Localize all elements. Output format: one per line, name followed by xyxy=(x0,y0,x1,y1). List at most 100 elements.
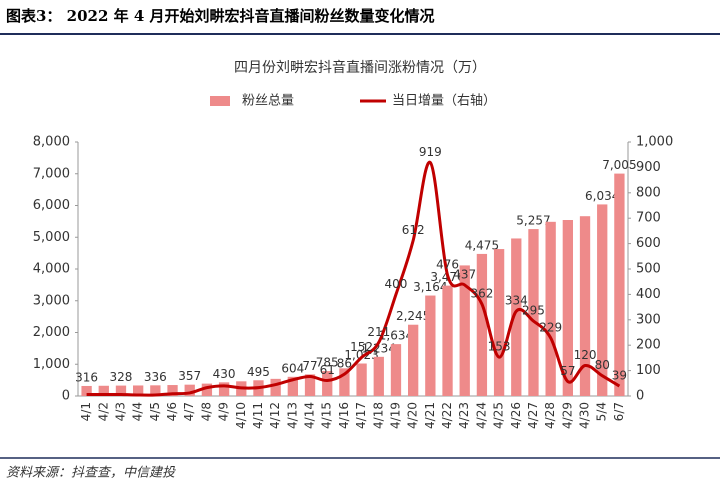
bar xyxy=(476,253,488,396)
line-label: 152 xyxy=(350,340,373,354)
line-label: 39 xyxy=(612,369,627,383)
bar xyxy=(201,383,213,396)
legend-label: 粉丝总量 xyxy=(242,94,294,109)
bar-label: 328 xyxy=(110,370,133,384)
bar-label: 2,245 xyxy=(396,309,430,323)
bar xyxy=(339,368,350,396)
bar xyxy=(390,344,402,396)
bar xyxy=(511,238,522,396)
y-tick-label: 2,000 xyxy=(33,325,70,340)
y2-tick-label: 300 xyxy=(636,312,661,327)
bar-label: 316 xyxy=(75,370,98,384)
y-tick-label: 8,000 xyxy=(33,135,70,150)
x-tick-label: 4/17 xyxy=(354,402,368,429)
line-label: 612 xyxy=(402,223,425,237)
bar xyxy=(270,378,281,396)
line-label: 362 xyxy=(470,287,493,301)
bar xyxy=(218,382,230,396)
line-label: 476 xyxy=(436,258,459,272)
y2-tick-label: 200 xyxy=(636,338,661,353)
line-label: 77 xyxy=(302,359,317,373)
y-tick-label: 3,000 xyxy=(33,293,70,308)
bar-label: 430 xyxy=(213,367,236,381)
y-tick-label: 1,000 xyxy=(33,357,70,372)
line-label: 153 xyxy=(488,340,511,354)
x-tick-label: 4/8 xyxy=(199,402,213,421)
legend-label: 当日增量（右轴） xyxy=(392,94,496,109)
bar xyxy=(356,363,367,396)
bar xyxy=(115,385,127,396)
bar-label: 357 xyxy=(178,369,201,383)
bar xyxy=(98,385,109,396)
source: 资料来源：抖查查，中信建投 xyxy=(6,466,176,481)
y-tick-label: 0 xyxy=(62,389,70,404)
x-tick-label: 4/26 xyxy=(509,402,523,429)
x-tick-label: 4/3 xyxy=(113,402,127,421)
line-label: 295 xyxy=(522,304,545,318)
x-tick-label: 4/24 xyxy=(474,402,488,429)
x-tick-label: 6/7 xyxy=(612,402,626,421)
bar-label: 3,164 xyxy=(413,280,447,294)
line-label: 86 xyxy=(337,357,352,371)
x-tick-label: 4/20 xyxy=(406,402,420,429)
bar xyxy=(408,324,419,396)
x-tick-label: 4/16 xyxy=(337,402,351,429)
line-label: 400 xyxy=(385,277,408,291)
x-tick-label: 4/14 xyxy=(303,402,317,429)
x-tick-label: 4/25 xyxy=(492,402,506,429)
bar xyxy=(133,385,144,396)
bar-label: 336 xyxy=(144,370,167,384)
x-tick-label: 4/10 xyxy=(234,402,248,429)
y-tick-label: 4,000 xyxy=(33,262,70,277)
header-title: 图表3： 2022 年 4 月开始刘畊宏抖音直播间粉丝数量变化情况 xyxy=(6,7,435,25)
y2-tick-label: 700 xyxy=(636,211,661,226)
y-tick-label: 7,000 xyxy=(33,166,70,181)
x-tick-label: 4/5 xyxy=(148,402,162,421)
y-tick-label: 5,000 xyxy=(33,230,70,245)
line-label: 120 xyxy=(574,348,597,362)
bar xyxy=(81,385,92,396)
y2-tick-label: 800 xyxy=(636,185,661,200)
x-tick-label: 4/30 xyxy=(578,402,592,429)
bar xyxy=(425,295,436,396)
bar-label: 4,475 xyxy=(465,238,499,252)
bar xyxy=(597,204,608,396)
x-tick-label: 4/11 xyxy=(251,402,265,429)
line-label: 61 xyxy=(320,363,335,377)
line-label: 229 xyxy=(539,320,562,334)
x-tick-label: 4/28 xyxy=(543,402,557,429)
x-tick-label: 4/12 xyxy=(268,402,282,429)
bar-label: 6,034 xyxy=(585,189,619,203)
y2-tick-label: 500 xyxy=(636,262,661,277)
x-tick-label: 4/6 xyxy=(165,402,179,421)
bar xyxy=(442,285,453,396)
y2-tick-label: 600 xyxy=(636,236,661,251)
bar xyxy=(150,385,161,396)
bar xyxy=(493,249,505,396)
x-tick-label: 4/27 xyxy=(526,402,540,429)
x-tick-label: 4/13 xyxy=(285,402,299,429)
line-label: 919 xyxy=(419,145,442,159)
line-label: 211 xyxy=(367,325,390,339)
bar xyxy=(184,384,195,396)
x-tick-label: 4/29 xyxy=(560,402,574,429)
bar-label: 785 xyxy=(316,356,339,370)
x-tick-label: 4/2 xyxy=(96,402,110,421)
bar-label: 5,257 xyxy=(516,214,550,228)
y2-tick-label: 900 xyxy=(636,160,661,175)
x-tick-label: 4/15 xyxy=(320,402,334,429)
bar xyxy=(562,220,573,396)
x-tick-label: 4/7 xyxy=(182,402,196,421)
bar xyxy=(167,385,178,396)
bar-label: 604 xyxy=(281,361,304,375)
bar xyxy=(528,229,539,396)
x-tick-label: 4/23 xyxy=(457,402,471,429)
x-tick-label: 4/21 xyxy=(423,402,437,429)
chart-title: 四月份刘畊宏抖音直播间涨粉情况（万） xyxy=(234,59,486,76)
line-label: 334 xyxy=(505,294,528,308)
bar xyxy=(545,221,556,396)
bar xyxy=(614,173,625,396)
x-tick-label: 5/4 xyxy=(595,402,609,421)
bar xyxy=(579,216,591,396)
